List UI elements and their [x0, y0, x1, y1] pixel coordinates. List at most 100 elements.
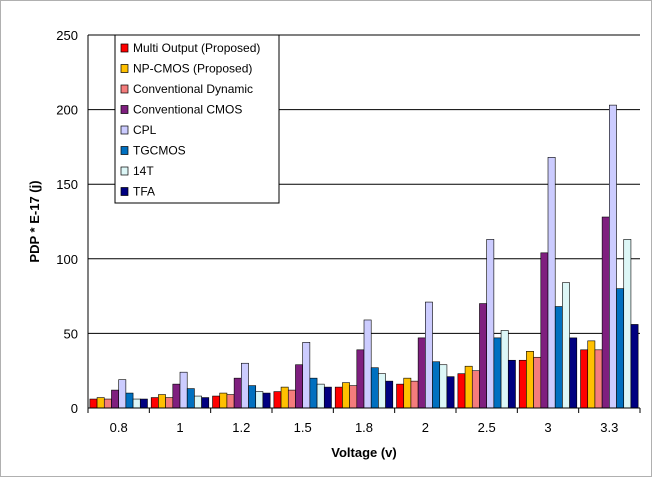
legend-entry: NP-CMOS (Proposed) [133, 62, 252, 76]
bar [425, 301, 433, 409]
bar [623, 239, 632, 409]
bar [500, 330, 509, 409]
axes [87, 35, 641, 413]
bar [378, 373, 386, 409]
tick-labels: 0 50 100 150 200 250 0.8 1 1.2 1.5 1.8 2 2.5 3 3.3 [56, 28, 618, 435]
x-tick-label: 1.8 [355, 420, 373, 435]
bars [89, 104, 639, 409]
legend-entry: Conventional Dynamic [133, 82, 253, 96]
bar [226, 394, 235, 409]
bar [464, 365, 473, 409]
bar [479, 303, 487, 409]
bar [96, 397, 105, 409]
legend-swatch [120, 146, 129, 155]
bar [280, 386, 289, 409]
bar [540, 252, 549, 409]
bar [601, 216, 610, 409]
x-tick-label: 0.8 [110, 420, 128, 435]
bar [165, 397, 174, 409]
x-tick-label: 3.3 [600, 420, 618, 435]
x-tick-label: 2 [422, 420, 429, 435]
bar [370, 367, 379, 409]
bar [158, 394, 166, 409]
bar [594, 349, 603, 409]
bar [396, 383, 405, 409]
bar [363, 319, 372, 409]
bar [609, 104, 617, 409]
y-tick-label: 150 [56, 177, 78, 192]
bar [356, 349, 365, 409]
bar [562, 282, 570, 409]
y-axis-title: PDP * E-17 (j) [27, 180, 42, 262]
bar [139, 398, 148, 409]
bar [125, 392, 134, 409]
bar [349, 385, 358, 409]
bar [219, 392, 228, 409]
bar [111, 389, 119, 409]
y-tick-label: 250 [56, 28, 78, 43]
legend-entry: Conventional CMOS [133, 103, 242, 117]
y-tick-label: 100 [56, 252, 78, 267]
bar [172, 383, 181, 409]
bar [201, 397, 210, 409]
bar [493, 337, 502, 409]
bar [89, 398, 98, 409]
legend-swatch [120, 43, 129, 53]
bar [194, 395, 202, 409]
x-tick-label: 2.5 [478, 420, 496, 435]
bar [616, 288, 625, 409]
bar [273, 391, 282, 409]
bar [262, 392, 271, 409]
y-tick-label: 200 [56, 103, 78, 118]
bar [132, 398, 141, 409]
bar [580, 349, 589, 409]
bar [587, 340, 596, 409]
bar [241, 362, 249, 409]
legend-entry: TFA [133, 185, 155, 199]
bar [471, 370, 480, 409]
bar [316, 383, 325, 409]
legend: Multi Output (Proposed) NP-CMOS (Proposed… [114, 34, 280, 204]
bar [533, 356, 542, 409]
bar [323, 386, 332, 409]
bar [179, 371, 188, 409]
x-tick-label: 3 [544, 420, 551, 435]
x-tick-label: 1 [176, 420, 183, 435]
legend-swatch [120, 166, 129, 176]
bar [255, 391, 264, 409]
legend-entry: CPL [133, 123, 157, 137]
x-tick-label: 1.2 [232, 420, 250, 435]
bar [403, 377, 412, 409]
bar [518, 359, 527, 409]
y-tick-label: 0 [71, 401, 78, 416]
y-tick-label: 50 [64, 326, 78, 341]
bar [150, 397, 159, 409]
bar [233, 377, 242, 409]
legend-entry: Multi Output (Proposed) [133, 41, 260, 55]
legend-swatch [120, 125, 129, 135]
bar [385, 380, 394, 409]
legend-swatch [120, 105, 129, 114]
legend-entry: 14T [133, 164, 154, 178]
bar [547, 157, 556, 409]
legend-entry: TGCMOS [133, 144, 186, 158]
bar [302, 342, 311, 409]
bar [309, 377, 318, 409]
bar [118, 379, 127, 409]
x-axis-title: Voltage (v) [331, 445, 397, 460]
bar [295, 364, 303, 409]
legend-swatch [120, 84, 129, 94]
bar [417, 337, 426, 409]
bar [630, 324, 639, 409]
legend-swatch [120, 187, 129, 196]
bar [526, 350, 534, 409]
bar [569, 337, 578, 409]
bar [432, 361, 441, 409]
bar [342, 382, 350, 409]
x-tick-label: 1.5 [294, 420, 312, 435]
bar [186, 388, 195, 409]
bar [439, 364, 448, 409]
bar [103, 398, 112, 409]
